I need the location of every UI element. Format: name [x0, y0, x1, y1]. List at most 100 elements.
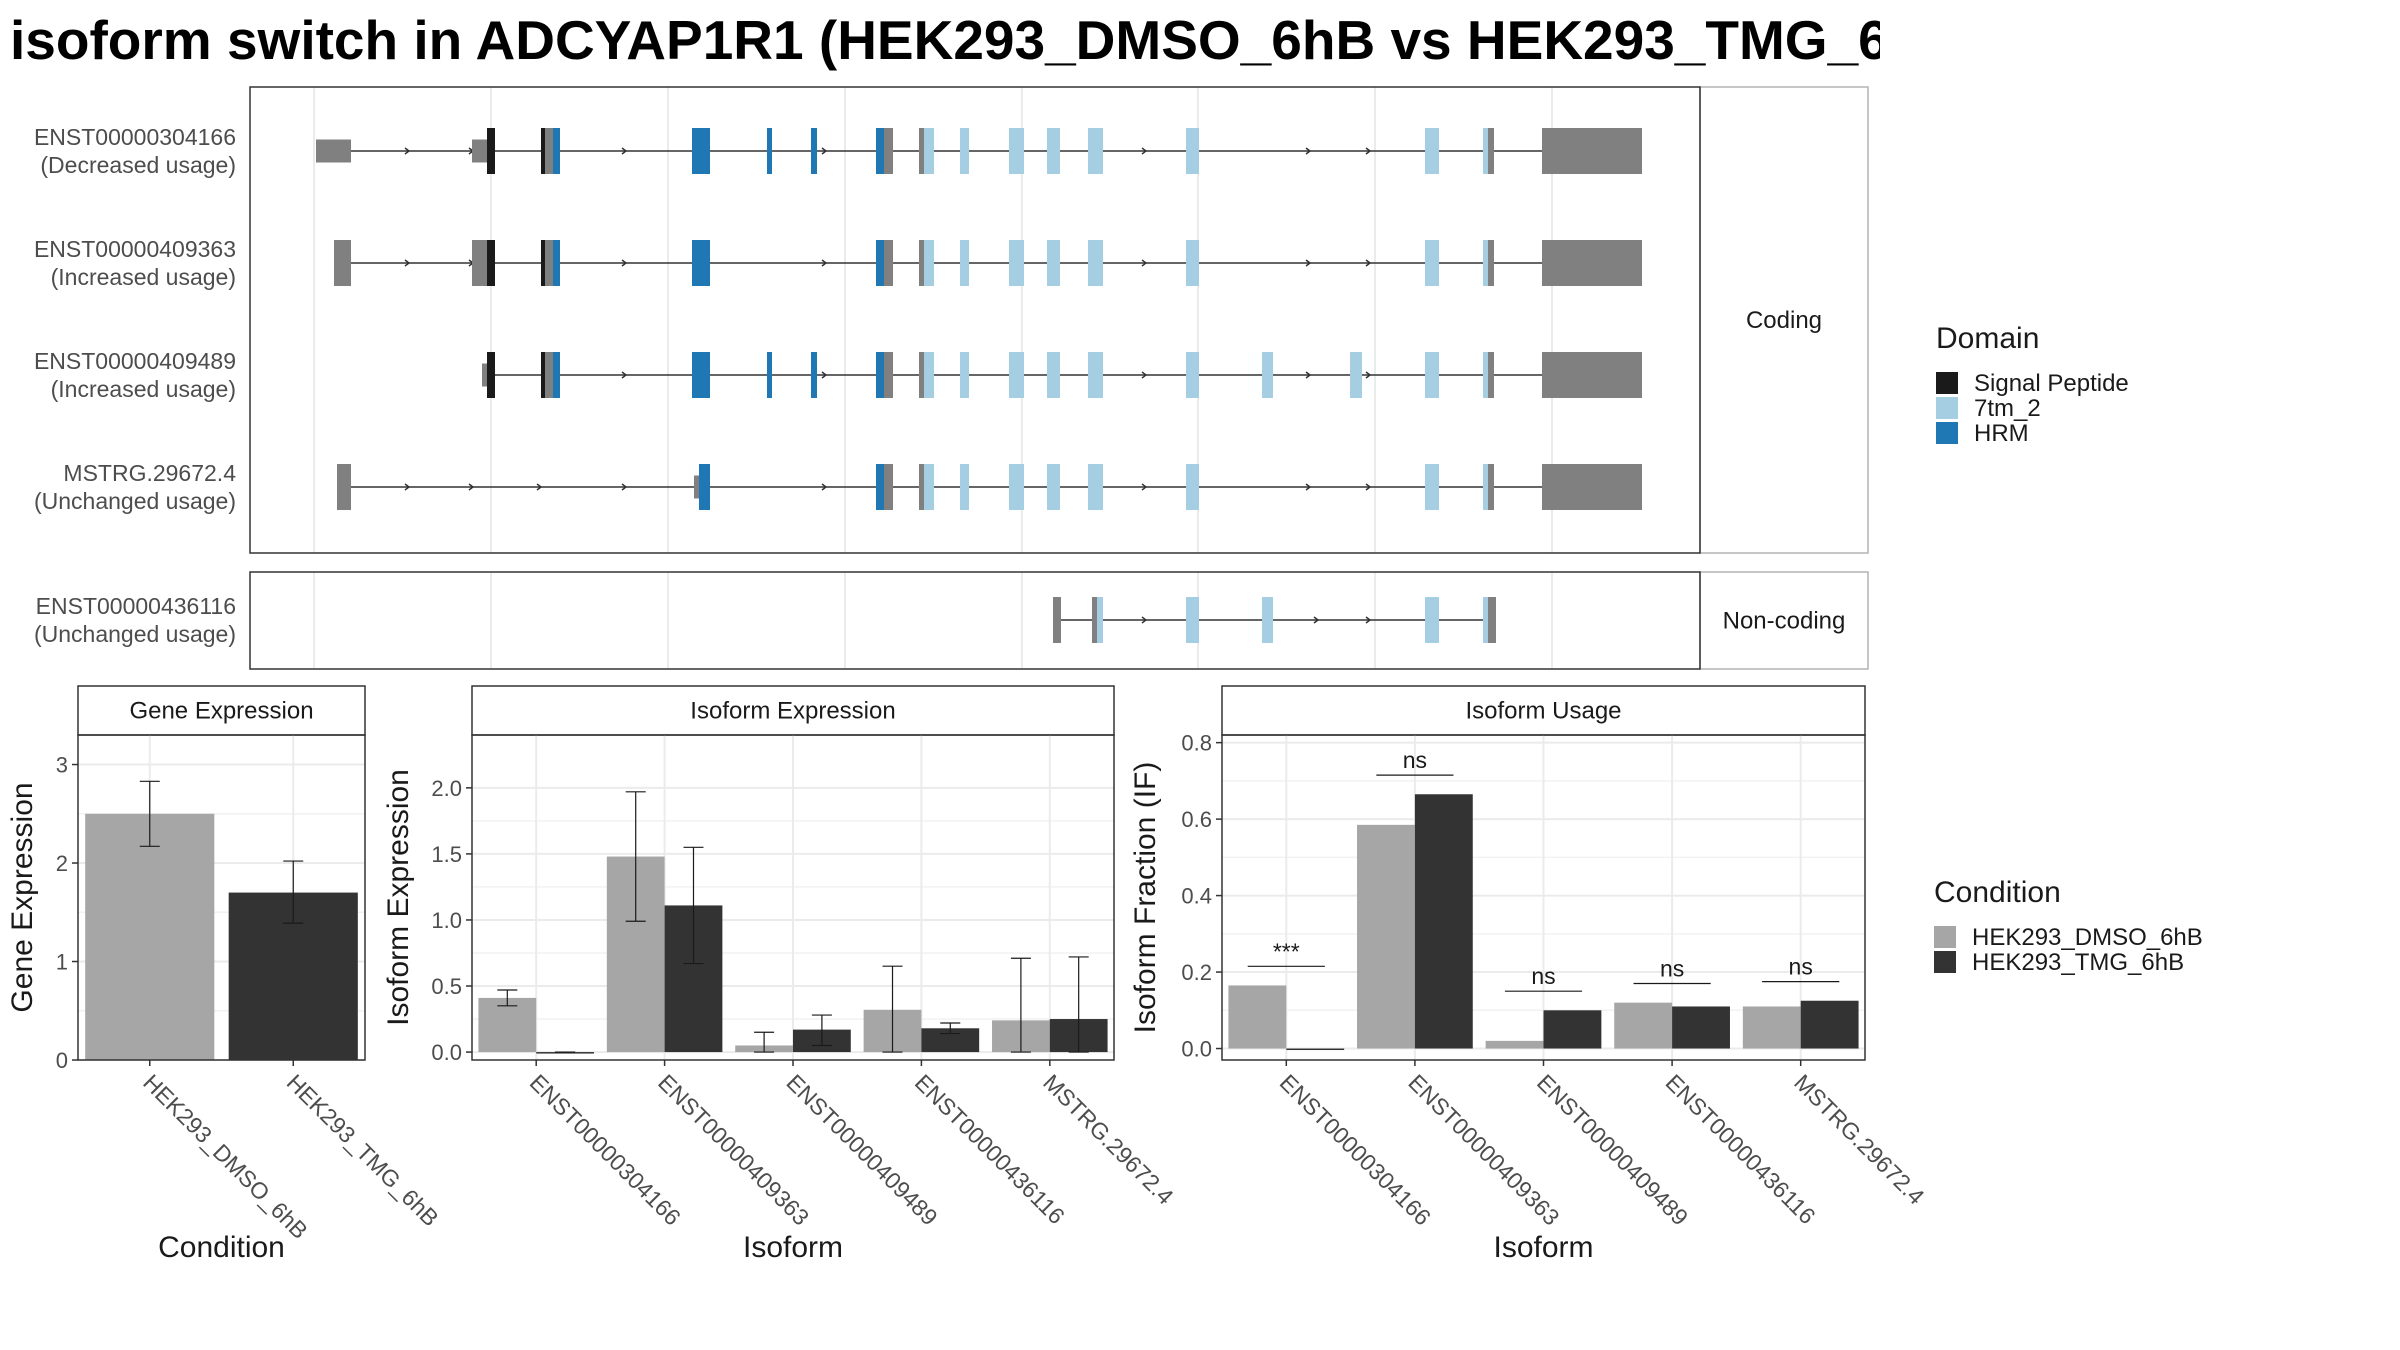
- exon: [1542, 128, 1559, 174]
- exon: [487, 128, 495, 174]
- intron-arrow: [404, 483, 411, 491]
- exon: [960, 240, 969, 286]
- intron-arrow: [1365, 483, 1372, 491]
- intron-arrow: [821, 483, 828, 491]
- exon: [692, 128, 710, 174]
- bar: [536, 1052, 594, 1054]
- exon: [924, 352, 934, 398]
- exon: [919, 352, 924, 398]
- chart-title: Gene Expression: [129, 698, 313, 725]
- exon: [545, 128, 553, 174]
- chart-gene-expression: Gene Expression 0 1 2 3 HEK293_DMSO_6hBHEK293…: [6, 685, 444, 1264]
- legend-label: HEK293_DMSO_6hB: [1972, 924, 2203, 951]
- intron-arrow: [1141, 259, 1148, 267]
- intron-arrow: [1313, 616, 1320, 624]
- exon: [1186, 240, 1199, 286]
- intron-arrow: [1141, 483, 1148, 491]
- intron-arrow: [536, 483, 543, 491]
- isoform-track: ENST00000436116(Unchanged usage): [34, 593, 1496, 647]
- exon: [876, 352, 884, 398]
- isoform-usage-label: (Increased usage): [51, 264, 236, 290]
- exon: [1483, 352, 1488, 398]
- isoform-usage-label: (Decreased usage): [40, 152, 236, 178]
- exon: [1483, 240, 1488, 286]
- exon: [1425, 597, 1439, 643]
- intron-arrow: [621, 147, 628, 155]
- exon: [472, 139, 487, 163]
- y-axis-label: Gene Expression: [6, 782, 39, 1012]
- exon: [1483, 464, 1488, 510]
- exon: [1186, 128, 1199, 174]
- exon: [811, 128, 817, 174]
- exon: [541, 128, 545, 174]
- isoform-usage-label: (Unchanged usage): [34, 488, 236, 514]
- exon: [1559, 240, 1642, 286]
- plot-border: [77, 734, 366, 1061]
- exon: [960, 464, 969, 510]
- exon: [472, 240, 487, 286]
- x-axis-label: Condition: [158, 1231, 285, 1264]
- exon: [694, 475, 699, 499]
- intron-arrow: [821, 147, 828, 155]
- bar: [921, 1028, 980, 1053]
- isoform-track: MSTRG.29672.4(Unchanged usage): [34, 460, 1642, 514]
- isoform-label: ENST00000409363: [34, 236, 236, 262]
- figure-title: isoform switch in ADCYAP1R1 (HEK293_DMSO…: [10, 9, 1880, 71]
- bar: [478, 997, 537, 1053]
- isoform-label: ENST00000409489: [34, 348, 236, 374]
- y-tick-label: 0.6: [1181, 807, 1212, 832]
- exon: [1262, 352, 1273, 398]
- exon: [1009, 352, 1024, 398]
- intron-arrow: [1365, 616, 1372, 624]
- exon: [1009, 128, 1024, 174]
- exon: [1009, 464, 1024, 510]
- intron-arrow: [404, 259, 411, 267]
- exon: [1186, 352, 1199, 398]
- exon: [1542, 240, 1559, 286]
- exon: [337, 464, 351, 510]
- exon: [884, 464, 893, 510]
- exon: [960, 352, 969, 398]
- y-tick-label: 1.0: [431, 908, 462, 933]
- bar: [1742, 1006, 1801, 1049]
- significance-label: ns: [1531, 963, 1555, 989]
- exon: [1262, 597, 1273, 643]
- exon: [1088, 128, 1103, 174]
- legend-swatch: [1936, 397, 1958, 419]
- intron-arrow: [821, 259, 828, 267]
- x-tick-label: MSTRG.29672.4: [1038, 1069, 1179, 1210]
- y-tick-label: 2: [56, 851, 68, 876]
- exon: [1047, 128, 1060, 174]
- exon: [334, 240, 351, 286]
- significance-label: ns: [1660, 956, 1684, 982]
- exon: [884, 128, 893, 174]
- exon: [1483, 597, 1488, 643]
- exon: [545, 240, 553, 286]
- exon: [919, 128, 924, 174]
- intron-arrow: [1141, 616, 1148, 624]
- exon: [767, 128, 772, 174]
- y-tick-label: 0.4: [1181, 884, 1212, 909]
- significance-label: ns: [1789, 954, 1813, 980]
- exon: [316, 139, 351, 163]
- isoform-usage-label: (Unchanged usage): [34, 621, 236, 647]
- exon: [1097, 597, 1103, 643]
- intron-arrow: [404, 147, 411, 155]
- x-tick-label: HEK293_DMSO_6hB: [138, 1069, 313, 1244]
- bar: [1414, 794, 1473, 1049]
- exon: [1186, 597, 1199, 643]
- exon: [1092, 597, 1097, 643]
- intron-arrow: [1305, 371, 1312, 379]
- exon: [692, 240, 710, 286]
- isoform-label: ENST00000304166: [34, 124, 236, 150]
- intron-arrow: [1365, 147, 1372, 155]
- exon: [1488, 464, 1494, 510]
- intron-arrow: [1305, 147, 1312, 155]
- exon: [767, 352, 772, 398]
- chart-isoform-expression: Isoform Expression0.00.51.01.52.0ENST000…: [382, 685, 1179, 1264]
- exon: [1542, 352, 1559, 398]
- x-tick-label: MSTRG.29672.4: [1789, 1069, 1930, 1210]
